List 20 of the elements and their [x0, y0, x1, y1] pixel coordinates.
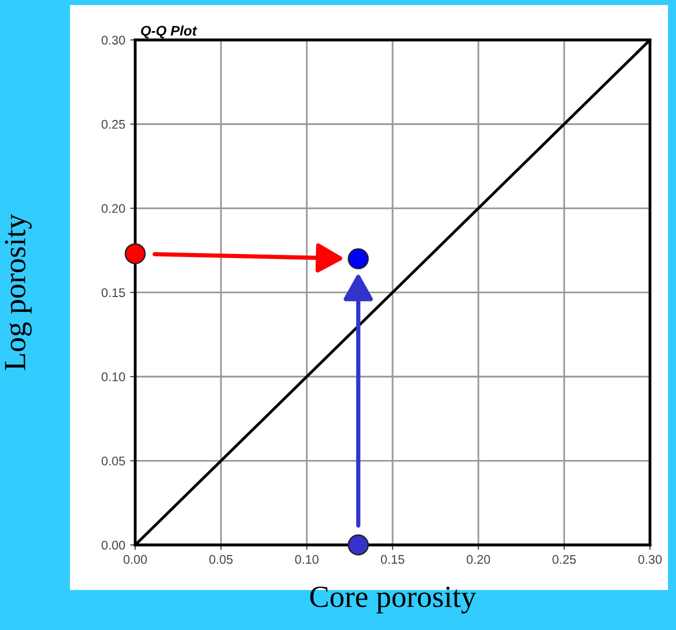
y-axis-title: Log porosity — [4, 214, 32, 370]
chart-title: Q-Q Plot — [141, 25, 198, 38]
y-tick-label: 0.15 — [102, 288, 125, 298]
point — [348, 534, 369, 556]
x-tick-label: 0.20 — [466, 555, 490, 564]
x-tick-label: 0.00 — [124, 555, 147, 564]
y-tick-label: 0.10 — [102, 372, 125, 382]
y-tick-label: 0.30 — [102, 36, 125, 45]
point — [124, 243, 146, 264]
point — [348, 248, 369, 270]
x-axis-title: Core porosity — [310, 586, 476, 614]
x-tick-label: 0.15 — [380, 555, 404, 564]
x-tick-label: 0.05 — [209, 555, 233, 564]
y-tick-label: 0.25 — [102, 120, 125, 129]
x-tick-label: 0.10 — [295, 555, 318, 564]
y-tick-label: 0.05 — [102, 456, 125, 466]
y-tick-label: 0.20 — [102, 204, 125, 213]
x-tick-label: 0.25 — [552, 555, 576, 564]
x-tick-label: 0.30 — [638, 555, 662, 564]
y-tick-label: 0.00 — [102, 540, 125, 550]
